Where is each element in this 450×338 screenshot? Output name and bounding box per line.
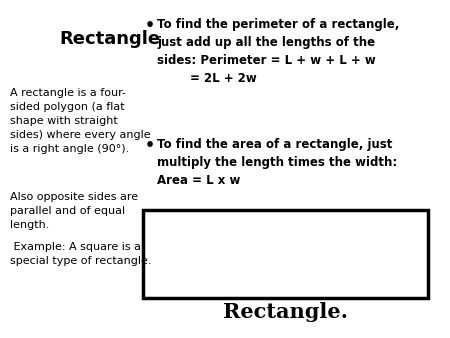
Text: Also opposite sides are
parallel and of equal
length.: Also opposite sides are parallel and of …: [10, 192, 138, 230]
Text: Example: A square is a
special type of rectangle.: Example: A square is a special type of r…: [10, 242, 152, 266]
Text: To find the perimeter of a rectangle,
just add up all the lengths of the
sides: : To find the perimeter of a rectangle, ju…: [157, 18, 400, 85]
Text: •: •: [145, 18, 155, 33]
Text: To find the area of a rectangle, just
multiply the length times the width:
Area : To find the area of a rectangle, just mu…: [157, 138, 397, 187]
Text: Rectangle.: Rectangle.: [223, 302, 348, 322]
Text: •: •: [145, 138, 155, 153]
Bar: [143, 210, 428, 298]
Text: Rectangle: Rectangle: [59, 30, 161, 48]
Text: A rectangle is a four-
sided polygon (a flat
shape with straight
sides) where ev: A rectangle is a four- sided polygon (a …: [10, 88, 151, 154]
